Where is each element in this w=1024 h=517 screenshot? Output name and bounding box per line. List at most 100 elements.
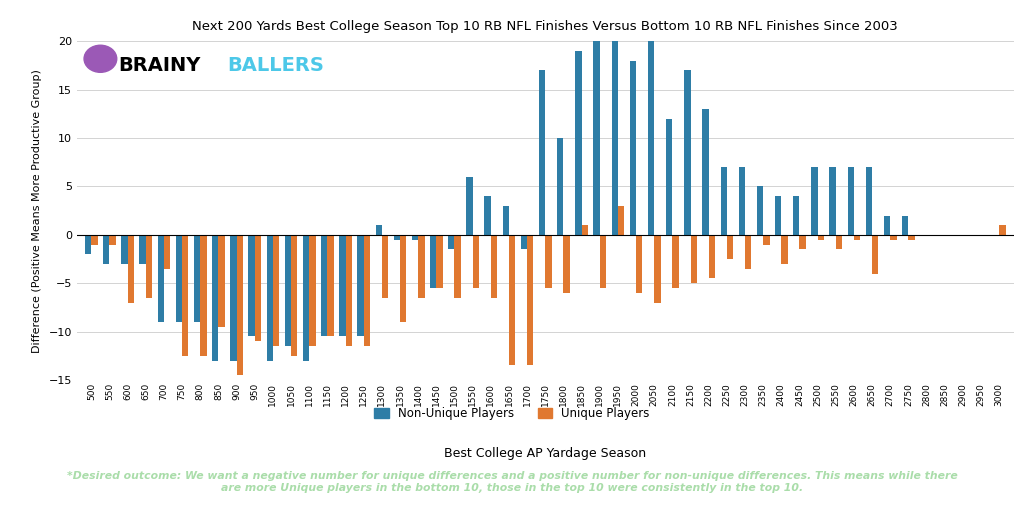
Bar <box>617 206 625 235</box>
Bar <box>582 225 588 235</box>
Bar <box>684 70 690 235</box>
Bar <box>139 235 145 264</box>
Bar <box>848 167 854 235</box>
Bar <box>800 235 806 249</box>
Bar <box>757 187 763 235</box>
Bar <box>593 41 600 235</box>
Bar <box>110 235 116 245</box>
Bar <box>249 235 255 337</box>
Bar <box>872 235 879 273</box>
Bar <box>176 235 182 322</box>
Bar <box>285 235 291 346</box>
Bar <box>376 225 382 235</box>
Bar <box>727 235 733 259</box>
Bar <box>829 167 836 235</box>
Bar <box>103 235 110 264</box>
Bar <box>600 235 606 288</box>
Bar <box>575 51 582 235</box>
Bar <box>201 235 207 356</box>
Bar <box>673 235 679 288</box>
Bar <box>455 235 461 298</box>
Bar <box>194 235 201 322</box>
Bar <box>775 196 781 235</box>
Bar <box>339 235 345 337</box>
Bar <box>393 235 400 240</box>
Bar <box>738 167 745 235</box>
Bar <box>449 235 455 249</box>
Bar <box>527 235 534 366</box>
Bar <box>865 167 872 235</box>
Bar <box>255 235 261 341</box>
Bar <box>128 235 134 302</box>
Bar <box>654 235 660 302</box>
Bar <box>412 235 418 240</box>
Y-axis label: Difference (Positive Means More Productive Group): Difference (Positive Means More Producti… <box>32 69 42 353</box>
Bar <box>539 70 546 235</box>
Bar <box>357 235 364 337</box>
Bar <box>85 235 91 254</box>
Bar <box>721 167 727 235</box>
Bar <box>91 235 97 245</box>
Bar <box>648 41 654 235</box>
Text: BRAINY: BRAINY <box>119 56 201 75</box>
Bar <box>273 235 280 346</box>
Legend: Non-Unique Players, Unique Players: Non-Unique Players, Unique Players <box>370 402 654 425</box>
Bar <box>484 196 490 235</box>
Bar <box>158 235 164 322</box>
Bar <box>121 235 128 264</box>
Bar <box>763 235 769 245</box>
Bar <box>182 235 188 356</box>
Bar <box>521 235 527 249</box>
Bar <box>557 138 563 235</box>
Bar <box>266 235 273 361</box>
Bar <box>890 235 897 240</box>
Bar <box>854 235 860 240</box>
Bar <box>382 235 388 298</box>
Bar <box>345 235 352 346</box>
Bar <box>666 119 673 235</box>
Ellipse shape <box>84 45 117 72</box>
Bar <box>230 235 237 361</box>
Bar <box>436 235 442 288</box>
Bar <box>218 235 225 327</box>
Bar <box>466 177 473 235</box>
Bar <box>781 235 787 264</box>
Bar <box>418 235 425 298</box>
X-axis label: Best College AP Yardage Season: Best College AP Yardage Season <box>444 447 646 461</box>
Bar <box>400 235 407 322</box>
Bar <box>164 235 170 269</box>
Bar <box>999 225 1006 235</box>
Bar <box>364 235 370 346</box>
Bar <box>836 235 842 249</box>
Bar <box>902 216 908 235</box>
Bar <box>322 235 328 337</box>
Bar <box>884 216 890 235</box>
Bar <box>811 167 817 235</box>
Bar <box>745 235 752 269</box>
Bar <box>430 235 436 288</box>
Bar <box>473 235 479 288</box>
Bar <box>702 109 709 235</box>
Bar <box>563 235 569 293</box>
Bar <box>709 235 715 278</box>
Title: Next 200 Yards Best College Season Top 10 RB NFL Finishes Versus Bottom 10 RB NF: Next 200 Yards Best College Season Top 1… <box>193 20 898 33</box>
Bar <box>690 235 697 283</box>
Bar <box>328 235 334 337</box>
Bar <box>303 235 309 361</box>
Bar <box>237 235 243 375</box>
Bar <box>546 235 552 288</box>
Bar <box>630 60 636 235</box>
Bar <box>503 206 509 235</box>
Bar <box>636 235 642 293</box>
Bar <box>509 235 515 366</box>
Text: BALLERS: BALLERS <box>227 56 325 75</box>
Bar <box>794 196 800 235</box>
Bar <box>490 235 498 298</box>
Bar <box>908 235 914 240</box>
Bar <box>817 235 824 240</box>
Bar <box>309 235 315 346</box>
Text: *Desired outcome: We want a negative number for unique differences and a positiv: *Desired outcome: We want a negative num… <box>67 472 957 493</box>
Bar <box>145 235 153 298</box>
Bar <box>212 235 218 361</box>
Bar <box>611 41 617 235</box>
